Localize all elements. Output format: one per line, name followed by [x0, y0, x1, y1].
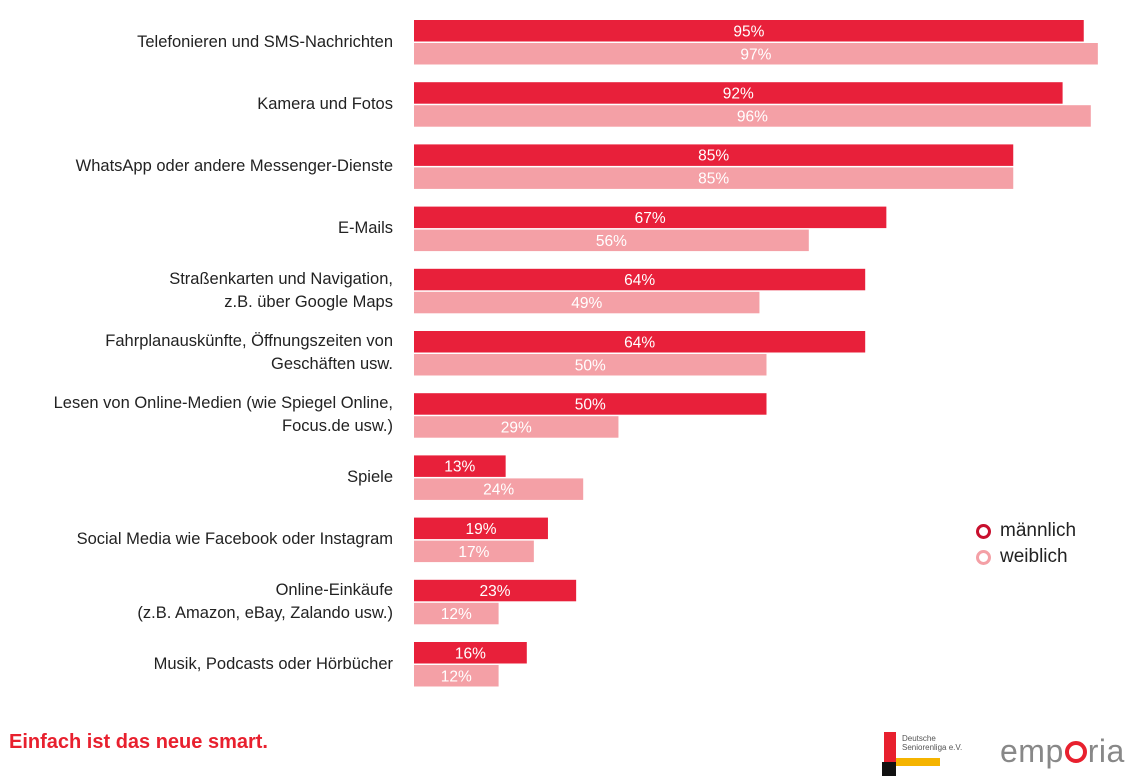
category-label-line: WhatsApp oder andere Messenger-Dienste: [75, 157, 393, 176]
category-label-line: Telefonieren und SMS-Nachrichten: [137, 32, 393, 51]
category-label-line: Spiele: [347, 468, 393, 487]
bar-maennlich-1: [414, 82, 1063, 104]
bar-weiblich-1: [414, 105, 1091, 127]
bar-maennlich-10: [414, 642, 527, 664]
legend-marker-maennlich: [976, 523, 991, 539]
data-label-maennlich-1: 92%: [723, 85, 754, 102]
category-label-10: Musik, Podcasts oder Hörbücher: [0, 653, 393, 676]
bar-weiblich-9: [414, 602, 499, 625]
tagline: Einfach ist das neue smart.: [9, 731, 268, 753]
logo-text: Deutsche Seniorenliga e.V.: [902, 734, 963, 752]
category-label-9: Online-Einkäufe (z.B. Amazon, eBay, Zalan…: [0, 579, 393, 625]
data-label-maennlich-7: 13%: [444, 459, 475, 476]
category-label-line: Online-Einkäufe: [275, 581, 393, 600]
legend-marker-weiblich: [976, 549, 991, 565]
category-label-line: Social Media wie Facebook oder Instagram: [76, 530, 393, 549]
bar-maennlich-5: [414, 331, 866, 353]
category-label-line: Straßenkarten und Navigation,: [169, 270, 393, 289]
data-label-maennlich-8: 19%: [465, 521, 496, 538]
category-label-line: Musik, Podcasts oder Hörbücher: [153, 654, 393, 673]
logo-block-black: [882, 762, 896, 776]
legend-item-weiblich: weiblich: [976, 544, 1076, 570]
category-label-line: (z.B. Amazon, eBay, Zalando usw.): [137, 604, 393, 623]
category-label-5: Fahrplanauskünfte, Öffnungszeiten von Ges…: [0, 330, 393, 376]
data-label-weiblich-6: 29%: [501, 419, 532, 436]
data-label-maennlich-5: 64%: [624, 334, 655, 351]
data-label-weiblich-10: 12%: [441, 668, 472, 685]
bar-weiblich-4: [414, 291, 760, 314]
category-label-8: Social Media wie Facebook oder Instagram: [0, 528, 393, 551]
bar-maennlich-8: [414, 517, 548, 540]
category-label-2: WhatsApp oder andere Messenger-Dienste: [0, 155, 393, 178]
data-label-maennlich-3: 67%: [635, 210, 666, 227]
category-label-line: E-Mails: [337, 219, 393, 238]
legend: männlich weiblich: [976, 518, 1076, 570]
data-label-weiblich-7: 24%: [483, 482, 514, 499]
bar-weiblich-6: [414, 416, 619, 438]
deutsche-seniorenliga-logo: Deutsche Seniorenliga e.V.: [882, 732, 972, 776]
bar-maennlich-0: [414, 20, 1084, 42]
logo-bar-red: [884, 732, 896, 770]
data-label-maennlich-10: 16%: [455, 645, 486, 662]
category-label-line: Focus.de usw.): [282, 417, 393, 436]
data-label-maennlich-2: 85%: [698, 148, 729, 165]
bar-weiblich-7: [414, 478, 584, 500]
bar-maennlich-6: [414, 393, 767, 415]
data-label-weiblich-5: 50%: [575, 357, 606, 374]
category-label-line: Geschäften usw.: [271, 355, 393, 374]
category-label-line: Kamera und Fotos: [257, 94, 393, 113]
bar-maennlich-2: [414, 144, 1014, 166]
bar-maennlich-7: [414, 455, 506, 477]
legend-label-maennlich: männlich: [1000, 520, 1077, 541]
data-label-weiblich-9: 12%: [441, 606, 472, 623]
category-label-6: Lesen von Online-Medien (wie Spiegel Onl…: [0, 392, 393, 438]
bar-weiblich-0: [414, 43, 1098, 65]
data-label-maennlich-4: 64%: [624, 272, 655, 289]
bar-maennlich-9: [414, 579, 577, 602]
category-label-line: z.B. über Google Maps: [224, 293, 393, 312]
bar-chart: 95% 97% 92% 96% 85% 85% 67% 56% 64% 49% 64% 50% 50% 2…: [414, 20, 1098, 687]
data-label-weiblich-8: 17%: [458, 544, 489, 561]
bar-weiblich-3: [414, 229, 809, 252]
category-label-3: E-Mails: [0, 217, 393, 240]
data-label-maennlich-6: 50%: [575, 396, 606, 413]
bar-maennlich-4: [414, 268, 866, 291]
category-label-line: Fahrplanauskünfte, Öffnungszeiten von: [105, 332, 393, 351]
data-label-weiblich-3: 56%: [596, 233, 627, 250]
data-label-weiblich-1: 96%: [737, 108, 768, 125]
category-label-0: Telefonieren und SMS-Nachrichten: [0, 31, 393, 54]
bar-maennlich-3: [414, 206, 887, 229]
emporia-logo: emp ria: [1000, 733, 1125, 769]
legend-label-weiblich: weiblich: [1000, 546, 1068, 567]
emporia-logo-o-icon: [1064, 741, 1087, 763]
data-label-weiblich-4: 49%: [571, 295, 602, 312]
category-label-line: Lesen von Online-Medien (wie Spiegel Onl…: [53, 394, 393, 413]
bar-weiblich-5: [414, 354, 767, 376]
bar-weiblich-2: [414, 167, 1014, 189]
bar-weiblich-8: [414, 540, 534, 563]
category-label-7: Spiele: [0, 466, 393, 489]
logo-bar-yellow: [896, 758, 940, 766]
legend-item-maennlich: männlich: [976, 518, 1076, 544]
data-label-maennlich-0: 95%: [733, 23, 764, 40]
category-label-4: Straßenkarten und Navigation, z.B. über G…: [0, 268, 393, 314]
data-label-maennlich-9: 23%: [480, 583, 511, 600]
data-label-weiblich-0: 97%: [740, 46, 771, 63]
data-label-weiblich-2: 85%: [698, 171, 729, 188]
category-label-1: Kamera und Fotos: [0, 93, 393, 116]
bar-weiblich-10: [414, 665, 499, 687]
